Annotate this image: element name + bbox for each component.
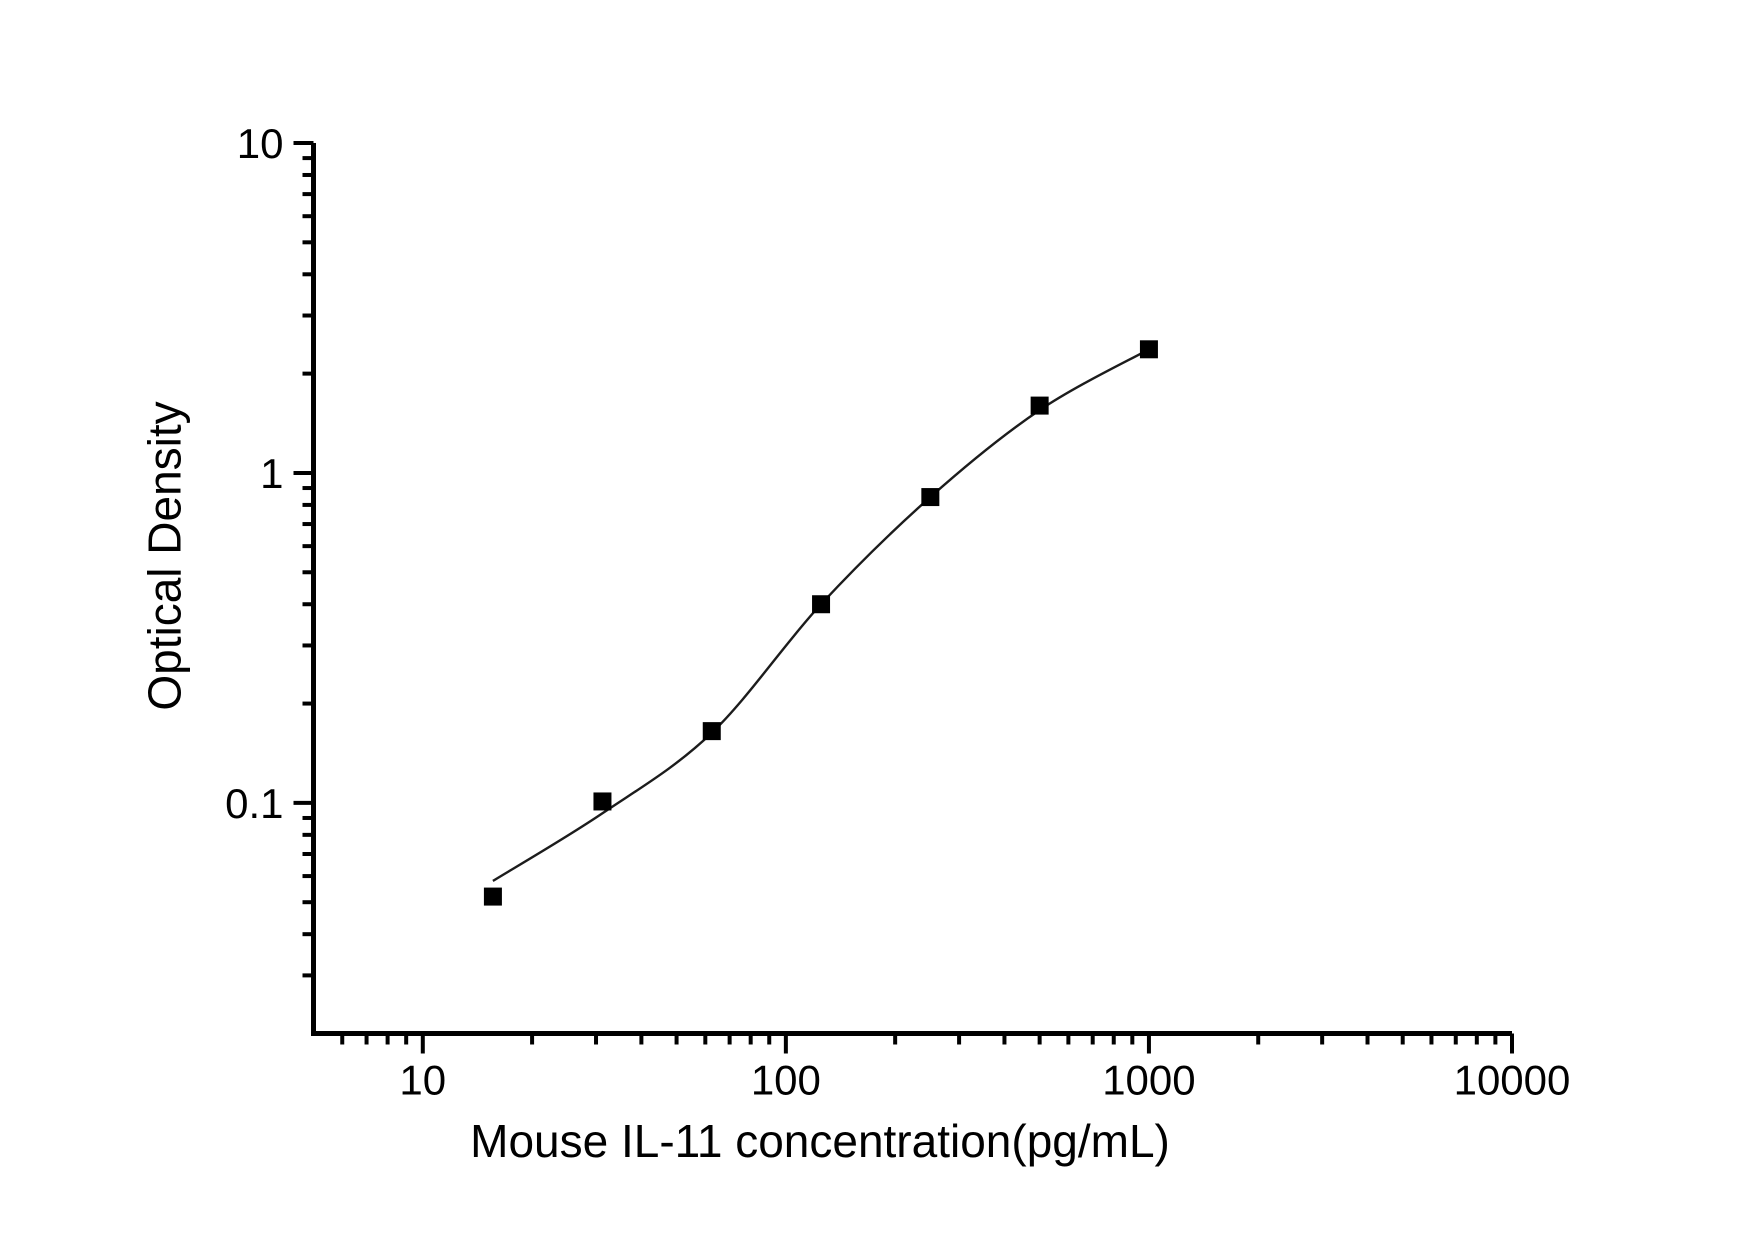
data-point-marker [812,595,831,614]
x-axis-title: Mouse IL-11 concentration(pg/mL) [470,1115,1170,1167]
x-axis: 10 100 1000 10000 [340,1033,1571,1104]
y-axis-title: Optical Density [138,401,191,711]
data-point-marker [702,722,721,741]
y-tick-label: 10 [237,120,284,167]
data-points [483,340,1158,906]
data-point-marker [483,887,502,906]
y-axis: 10 1 0.1 [225,120,314,978]
x-tick-label: 10 [399,1057,446,1104]
y-tick-label: 0.1 [225,780,283,827]
x-tick-label: 1000 [1102,1057,1195,1104]
y-tick-label: 1 [260,450,283,497]
data-point-marker [1030,396,1049,415]
fit-curve [492,348,1150,882]
data-point-marker [593,792,612,811]
data-point-marker [1139,340,1158,359]
x-tick-label: 10000 [1454,1057,1571,1104]
data-point-marker [921,488,940,507]
x-tick-label: 100 [751,1057,821,1104]
